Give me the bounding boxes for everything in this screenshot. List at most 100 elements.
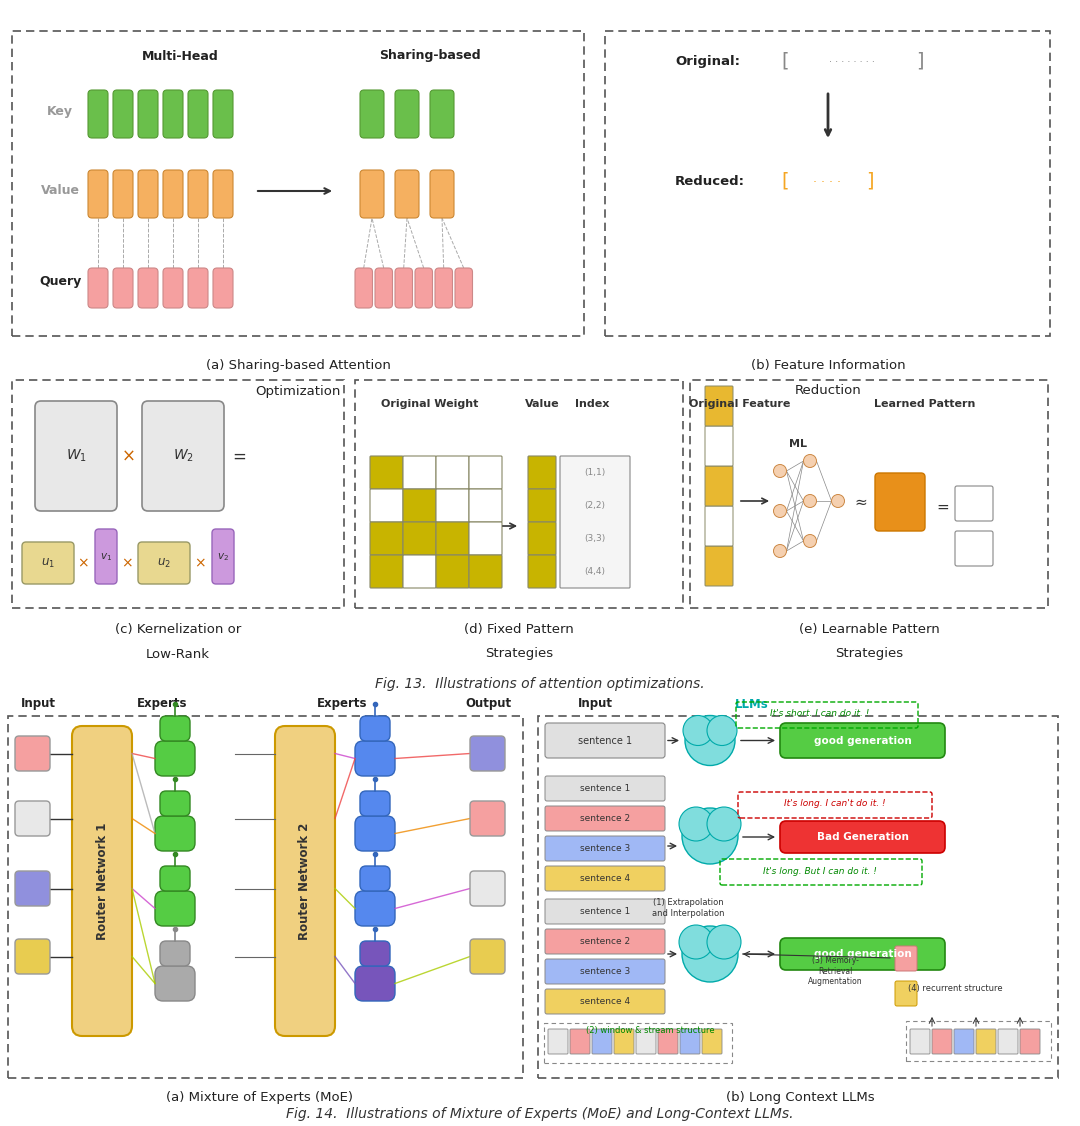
FancyBboxPatch shape xyxy=(113,268,133,309)
Text: $u_2$: $u_2$ xyxy=(157,556,171,570)
FancyBboxPatch shape xyxy=(436,555,469,588)
FancyBboxPatch shape xyxy=(615,1029,634,1054)
FancyBboxPatch shape xyxy=(430,170,454,218)
FancyBboxPatch shape xyxy=(95,529,117,584)
FancyBboxPatch shape xyxy=(705,546,733,586)
FancyBboxPatch shape xyxy=(545,866,665,891)
Text: Output: Output xyxy=(464,697,511,711)
Circle shape xyxy=(804,535,816,547)
Text: Original:: Original: xyxy=(675,54,740,68)
FancyBboxPatch shape xyxy=(355,741,395,776)
FancyBboxPatch shape xyxy=(430,90,454,138)
FancyBboxPatch shape xyxy=(355,816,395,851)
Text: (c) Kernelization or: (c) Kernelization or xyxy=(114,623,241,635)
FancyBboxPatch shape xyxy=(469,489,502,522)
FancyBboxPatch shape xyxy=(160,866,190,891)
Text: good generation: good generation xyxy=(813,735,912,745)
FancyBboxPatch shape xyxy=(470,736,505,771)
Text: Key: Key xyxy=(48,105,73,117)
FancyBboxPatch shape xyxy=(370,522,403,555)
FancyBboxPatch shape xyxy=(212,529,234,584)
FancyBboxPatch shape xyxy=(658,1029,678,1054)
Text: sentence 1: sentence 1 xyxy=(580,908,630,915)
Circle shape xyxy=(832,494,845,508)
FancyBboxPatch shape xyxy=(545,723,665,758)
FancyBboxPatch shape xyxy=(955,531,993,566)
Text: $W_1$: $W_1$ xyxy=(66,448,86,464)
FancyBboxPatch shape xyxy=(528,456,556,489)
Text: Value: Value xyxy=(41,185,80,197)
Text: [: [ xyxy=(781,52,788,71)
FancyBboxPatch shape xyxy=(545,776,665,801)
Text: (2,2): (2,2) xyxy=(584,501,606,510)
FancyBboxPatch shape xyxy=(163,268,183,309)
Text: $u_1$: $u_1$ xyxy=(41,556,55,570)
Text: $\times$: $\times$ xyxy=(121,447,135,465)
Text: (4,4): (4,4) xyxy=(584,568,606,577)
FancyBboxPatch shape xyxy=(875,473,924,531)
FancyBboxPatch shape xyxy=(545,989,665,1015)
Text: (1) Extrapolation
and Interpolation: (1) Extrapolation and Interpolation xyxy=(651,899,725,918)
FancyBboxPatch shape xyxy=(138,542,190,584)
FancyBboxPatch shape xyxy=(528,522,556,555)
FancyBboxPatch shape xyxy=(570,1029,590,1054)
FancyBboxPatch shape xyxy=(213,170,233,218)
Text: $\times$: $\times$ xyxy=(121,556,133,570)
FancyBboxPatch shape xyxy=(213,268,233,309)
FancyBboxPatch shape xyxy=(360,90,384,138)
FancyBboxPatch shape xyxy=(548,1029,568,1054)
Circle shape xyxy=(804,455,816,467)
FancyBboxPatch shape xyxy=(636,1029,656,1054)
FancyBboxPatch shape xyxy=(375,268,392,309)
Text: Optimization: Optimization xyxy=(255,384,340,397)
FancyBboxPatch shape xyxy=(895,981,917,1006)
FancyBboxPatch shape xyxy=(705,426,733,466)
FancyBboxPatch shape xyxy=(545,899,665,924)
FancyBboxPatch shape xyxy=(141,401,224,511)
Text: sentence 3: sentence 3 xyxy=(580,844,630,854)
Text: Router Network 1: Router Network 1 xyxy=(95,822,108,940)
Circle shape xyxy=(679,807,713,841)
FancyBboxPatch shape xyxy=(415,268,432,309)
FancyBboxPatch shape xyxy=(22,542,75,584)
FancyBboxPatch shape xyxy=(592,1029,612,1054)
FancyBboxPatch shape xyxy=(705,506,733,546)
Text: $v_1$: $v_1$ xyxy=(100,551,112,563)
FancyBboxPatch shape xyxy=(213,90,233,138)
FancyBboxPatch shape xyxy=(15,801,50,835)
FancyBboxPatch shape xyxy=(455,268,472,309)
FancyBboxPatch shape xyxy=(705,386,733,426)
FancyBboxPatch shape xyxy=(932,1029,951,1054)
Text: Reduced:: Reduced: xyxy=(675,175,745,188)
FancyBboxPatch shape xyxy=(156,891,195,926)
FancyBboxPatch shape xyxy=(87,90,108,138)
FancyBboxPatch shape xyxy=(436,489,469,522)
Text: (d) Fixed Pattern: (d) Fixed Pattern xyxy=(464,623,573,635)
Text: Original Feature: Original Feature xyxy=(689,399,791,409)
FancyBboxPatch shape xyxy=(395,268,413,309)
FancyBboxPatch shape xyxy=(395,170,419,218)
FancyBboxPatch shape xyxy=(403,522,436,555)
Text: $=$: $=$ xyxy=(229,447,246,465)
Circle shape xyxy=(707,715,737,745)
FancyBboxPatch shape xyxy=(138,268,158,309)
Text: Value: Value xyxy=(525,399,559,409)
Circle shape xyxy=(773,465,786,477)
FancyBboxPatch shape xyxy=(138,90,158,138)
Text: (3) Memory-
Retrieval
Augmentation: (3) Memory- Retrieval Augmentation xyxy=(808,956,862,986)
Circle shape xyxy=(773,545,786,557)
FancyBboxPatch shape xyxy=(998,1029,1018,1054)
Text: . . . . . . . .: . . . . . . . . xyxy=(829,54,875,64)
FancyBboxPatch shape xyxy=(469,555,502,588)
Text: (a) Mixture of Experts (MoE): (a) Mixture of Experts (MoE) xyxy=(166,1091,353,1105)
FancyBboxPatch shape xyxy=(1020,1029,1040,1054)
Circle shape xyxy=(679,924,713,959)
FancyBboxPatch shape xyxy=(156,966,195,1001)
FancyBboxPatch shape xyxy=(545,806,665,831)
FancyBboxPatch shape xyxy=(395,90,419,138)
FancyBboxPatch shape xyxy=(403,456,436,489)
FancyBboxPatch shape xyxy=(87,268,108,309)
FancyBboxPatch shape xyxy=(188,170,208,218)
Text: Multi-Head: Multi-Head xyxy=(141,50,218,63)
Text: ML: ML xyxy=(789,439,807,449)
